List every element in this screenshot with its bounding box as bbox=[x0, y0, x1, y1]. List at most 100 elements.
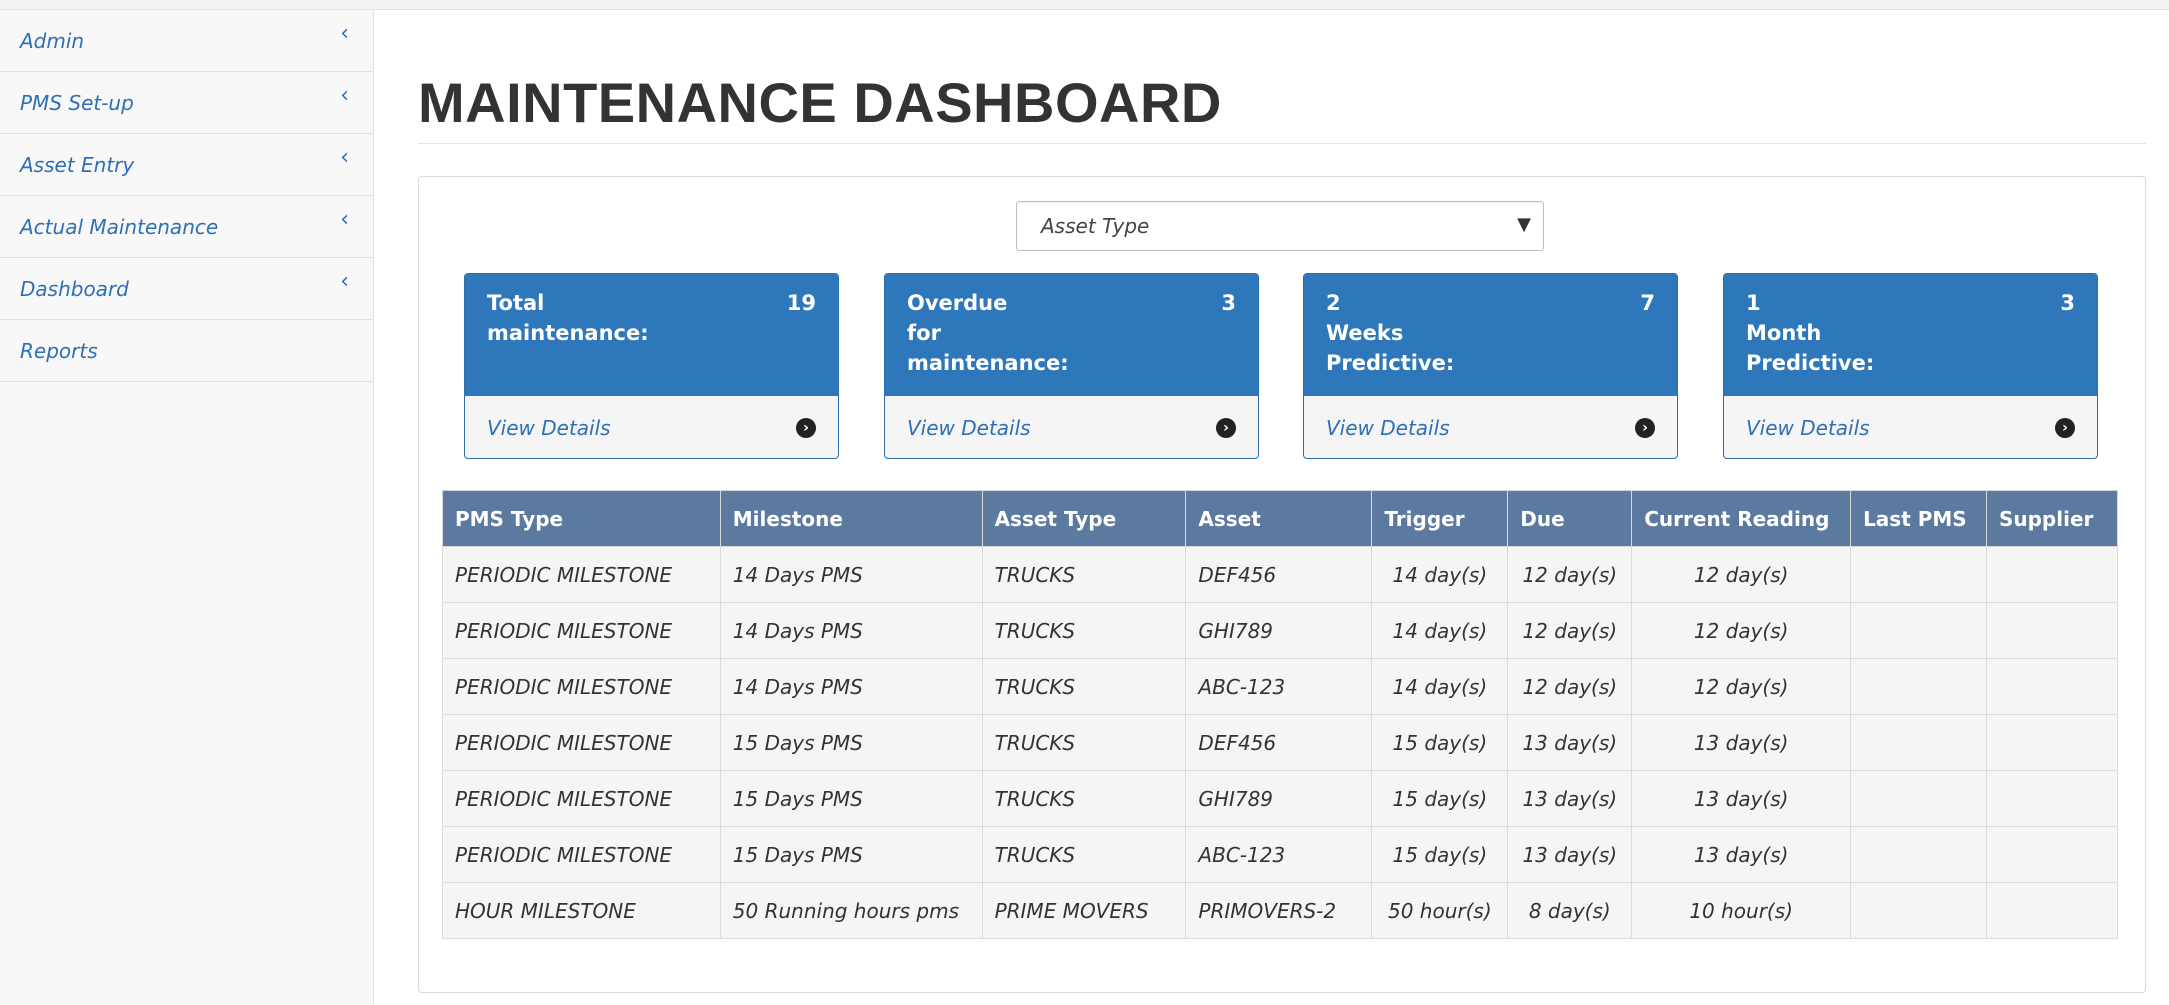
table-row[interactable]: PERIODIC MILESTONE 15 Days PMS TRUCKS ABC-1… bbox=[442, 826, 2119, 883]
cell-current-reading: 12 day(s) bbox=[1631, 658, 1852, 715]
cell-due: 12 day(s) bbox=[1507, 602, 1633, 659]
column-header-due[interactable]: Due bbox=[1507, 490, 1633, 547]
cell-current-reading: 12 day(s) bbox=[1631, 546, 1852, 603]
sidebar-item-label: Asset Entry bbox=[20, 152, 135, 177]
cell-last-pms bbox=[1850, 658, 1987, 715]
cell-pms-type: PERIODIC MILESTONE bbox=[442, 602, 721, 659]
cell-milestone: 15 Days PMS bbox=[719, 714, 983, 771]
cell-asset-type: TRUCKS bbox=[981, 826, 1187, 883]
cell-asset-type: TRUCKS bbox=[981, 770, 1187, 827]
column-header-supplier[interactable]: Supplier bbox=[1985, 490, 2119, 547]
column-header-asset-type[interactable]: Asset Type bbox=[981, 490, 1187, 547]
cell-asset: ABC-123 bbox=[1185, 658, 1373, 715]
sidebar-item-asset-entry[interactable]: Asset Entry ‹ bbox=[0, 134, 373, 196]
cell-asset-type: TRUCKS bbox=[981, 714, 1187, 771]
view-details-label: View Details bbox=[1326, 416, 1450, 440]
view-details-label: View Details bbox=[907, 416, 1031, 440]
cell-supplier bbox=[1985, 602, 2119, 659]
sidebar: Admin ‹ PMS Set-up ‹ Asset Entry ‹ Actua… bbox=[0, 10, 374, 1005]
table-row[interactable]: PERIODIC MILESTONE 14 Days PMS TRUCKS DEF45… bbox=[442, 546, 2119, 603]
divider bbox=[418, 143, 2146, 144]
sidebar-item-dashboard[interactable]: Dashboard ‹ bbox=[0, 258, 373, 320]
sidebar-item-actual-maintenance[interactable]: Actual Maintenance ‹ bbox=[0, 196, 373, 258]
card-header: 1 Month Predictive: 3 bbox=[1724, 274, 2097, 396]
sidebar-item-pms-setup[interactable]: PMS Set-up ‹ bbox=[0, 72, 373, 134]
card-label: 1 Month Predictive: bbox=[1746, 291, 1875, 375]
cell-asset: DEF456 bbox=[1185, 546, 1373, 603]
cell-asset: GHI789 bbox=[1185, 602, 1373, 659]
column-header-pms-type[interactable]: PMS Type bbox=[442, 490, 721, 547]
cell-pms-type: PERIODIC MILESTONE bbox=[442, 826, 721, 883]
cell-due: 8 day(s) bbox=[1507, 882, 1633, 939]
cell-milestone: 14 Days PMS bbox=[719, 546, 983, 603]
cell-current-reading: 13 day(s) bbox=[1631, 714, 1852, 771]
chevron-left-icon: ‹ bbox=[340, 21, 349, 46]
cell-trigger: 14 day(s) bbox=[1371, 658, 1509, 715]
cell-pms-type: PERIODIC MILESTONE bbox=[442, 658, 721, 715]
table-row[interactable]: PERIODIC MILESTONE 14 Days PMS TRUCKS ABC-1… bbox=[442, 658, 2119, 715]
column-header-milestone[interactable]: Milestone bbox=[719, 490, 983, 547]
column-header-trigger[interactable]: Trigger bbox=[1371, 490, 1509, 547]
cell-milestone: 14 Days PMS bbox=[719, 658, 983, 715]
cell-supplier bbox=[1985, 658, 2119, 715]
view-details-link[interactable]: View Details › bbox=[1724, 396, 2097, 458]
view-details-label: View Details bbox=[487, 416, 611, 440]
two-weeks-predictive-card: 2 Weeks Predictive: 7 View Details › bbox=[1303, 273, 1678, 459]
card-label: 2 Weeks Predictive: bbox=[1326, 291, 1455, 375]
cell-trigger: 14 day(s) bbox=[1371, 602, 1509, 659]
sidebar-item-label: Reports bbox=[20, 338, 98, 363]
table-row[interactable]: HOUR MILESTONE 50 Running hours pms PRIME … bbox=[442, 882, 2119, 939]
cell-milestone: 14 Days PMS bbox=[719, 602, 983, 659]
view-details-label: View Details bbox=[1746, 416, 1870, 440]
cell-milestone: 50 Running hours pms bbox=[719, 882, 983, 939]
chevron-left-icon: ‹ bbox=[340, 145, 349, 170]
cell-supplier bbox=[1985, 770, 2119, 827]
cell-milestone: 15 Days PMS bbox=[719, 826, 983, 883]
cell-trigger: 14 day(s) bbox=[1371, 546, 1509, 603]
cell-due: 13 day(s) bbox=[1507, 770, 1633, 827]
cell-due: 12 day(s) bbox=[1507, 546, 1633, 603]
asset-type-select[interactable]: Asset Type ▼ bbox=[1016, 201, 1544, 251]
cell-pms-type: HOUR MILESTONE bbox=[442, 882, 721, 939]
cell-current-reading: 10 hour(s) bbox=[1631, 882, 1852, 939]
card-count: 19 bbox=[786, 291, 816, 315]
top-bar bbox=[0, 0, 2169, 10]
cell-current-reading: 12 day(s) bbox=[1631, 602, 1852, 659]
table-row[interactable]: PERIODIC MILESTONE 15 Days PMS TRUCKS GHI78… bbox=[442, 770, 2119, 827]
asset-type-select-value: Asset Type bbox=[1041, 214, 1150, 238]
view-details-link[interactable]: View Details › bbox=[465, 396, 838, 458]
view-details-link[interactable]: View Details › bbox=[885, 396, 1258, 458]
cell-current-reading: 13 day(s) bbox=[1631, 826, 1852, 883]
card-header: Total maintenance: 19 bbox=[465, 274, 838, 396]
cell-last-pms bbox=[1850, 826, 1987, 883]
arrow-circle-right-icon: › bbox=[1635, 418, 1655, 438]
sidebar-item-label: PMS Set-up bbox=[20, 90, 134, 115]
arrow-circle-right-icon: › bbox=[2055, 418, 2075, 438]
cell-last-pms bbox=[1850, 602, 1987, 659]
card-count: 3 bbox=[1221, 291, 1236, 315]
column-header-asset[interactable]: Asset bbox=[1185, 490, 1373, 547]
column-header-last-pms[interactable]: Last PMS bbox=[1850, 490, 1987, 547]
sidebar-item-label: Actual Maintenance bbox=[20, 214, 219, 239]
cell-asset-type: TRUCKS bbox=[981, 658, 1187, 715]
card-label: Total maintenance: bbox=[487, 291, 649, 345]
cell-trigger: 15 day(s) bbox=[1371, 714, 1509, 771]
card-label: Overdue for maintenance: bbox=[907, 291, 1069, 375]
table-row[interactable]: PERIODIC MILESTONE 14 Days PMS TRUCKS GHI78… bbox=[442, 602, 2119, 659]
cell-asset-type: PRIME MOVERS bbox=[981, 882, 1187, 939]
view-details-link[interactable]: View Details › bbox=[1304, 396, 1677, 458]
column-header-current-reading[interactable]: Current Reading bbox=[1631, 490, 1852, 547]
cell-supplier bbox=[1985, 826, 2119, 883]
arrow-circle-right-icon: › bbox=[1216, 418, 1236, 438]
cell-pms-type: PERIODIC MILESTONE bbox=[442, 770, 721, 827]
card-count: 7 bbox=[1640, 291, 1655, 315]
table-row[interactable]: PERIODIC MILESTONE 15 Days PMS TRUCKS DEF45… bbox=[442, 714, 2119, 771]
cell-milestone: 15 Days PMS bbox=[719, 770, 983, 827]
card-count: 3 bbox=[2060, 291, 2075, 315]
sidebar-item-reports[interactable]: Reports bbox=[0, 320, 373, 382]
total-maintenance-card: Total maintenance: 19 View Details › bbox=[464, 273, 839, 459]
sidebar-item-admin[interactable]: Admin ‹ bbox=[0, 10, 373, 72]
card-header: Overdue for maintenance: 3 bbox=[885, 274, 1258, 396]
cell-asset-type: TRUCKS bbox=[981, 602, 1187, 659]
cell-last-pms bbox=[1850, 882, 1987, 939]
